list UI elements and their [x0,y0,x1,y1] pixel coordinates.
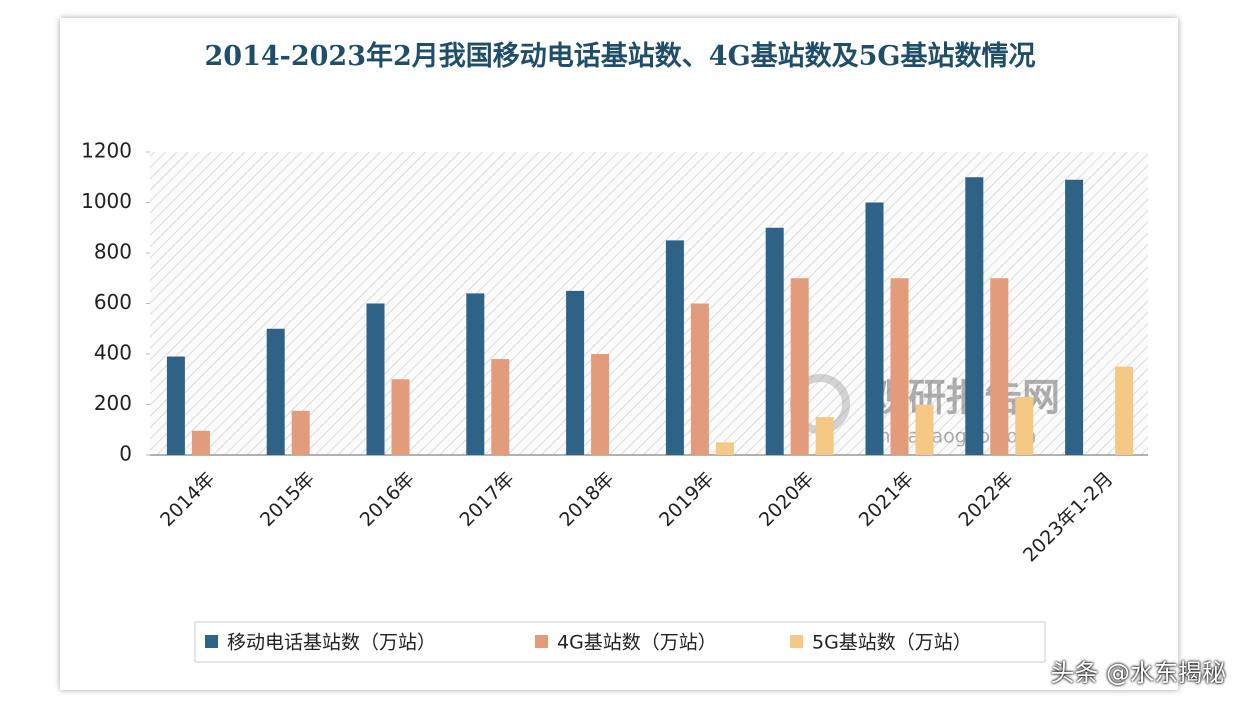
bar [1015,396,1034,455]
x-tick-label: 2022年 [955,468,1018,531]
bar [366,303,385,455]
x-tick-label: 2015年 [256,468,319,531]
y-tick-label: 1200 [81,139,132,163]
bar [990,278,1009,455]
x-tick-label: 2020年 [755,468,818,531]
x-tick-label: 2019年 [655,468,718,531]
bar [1065,179,1084,455]
bar [665,240,684,455]
bar [291,410,310,455]
y-tick-label: 1000 [81,189,132,213]
legend-label: 4G基站数（万站） [557,632,717,654]
bar [865,202,884,455]
y-tick-label: 600 [94,290,132,314]
x-tick-label: 2023年1-2月 [1019,468,1118,567]
bar [466,293,485,455]
bar [191,430,210,455]
legend-marker [535,635,548,648]
bar [566,290,585,455]
bar [690,303,709,455]
bar [266,328,285,455]
bar [591,354,610,455]
legend-label: 移动电话基站数（万站） [227,632,436,654]
bar [715,442,734,455]
y-tick-label: 0 [119,442,132,466]
legend-marker [790,635,803,648]
bar [491,359,510,455]
x-tick-label: 2017年 [456,468,519,531]
bar [890,278,909,455]
bar [166,356,185,455]
x-tick-label: 2018年 [555,468,618,531]
chart-title: 2014-2023年2月我国移动电话基站数、4G基站数及5G基站数情况 [204,41,1036,72]
bar [391,379,410,455]
x-tick-label: 2021年 [855,468,918,531]
bar [815,417,834,455]
bar [790,278,809,455]
bar [1115,366,1134,455]
y-tick-label: 200 [94,391,132,415]
y-tick-label: 400 [94,341,132,365]
legend-marker [205,635,218,648]
bar [965,177,984,455]
legend-box [194,621,1046,663]
x-tick-label: 2016年 [356,468,419,531]
legend-label: 5G基站数（万站） [812,632,972,654]
x-tick-label: 2014年 [156,468,219,531]
overlay-credit: 头条 @水东揭秘 [1050,659,1226,687]
y-tick-label: 800 [94,240,132,264]
bar [765,227,784,455]
bar [915,404,934,455]
